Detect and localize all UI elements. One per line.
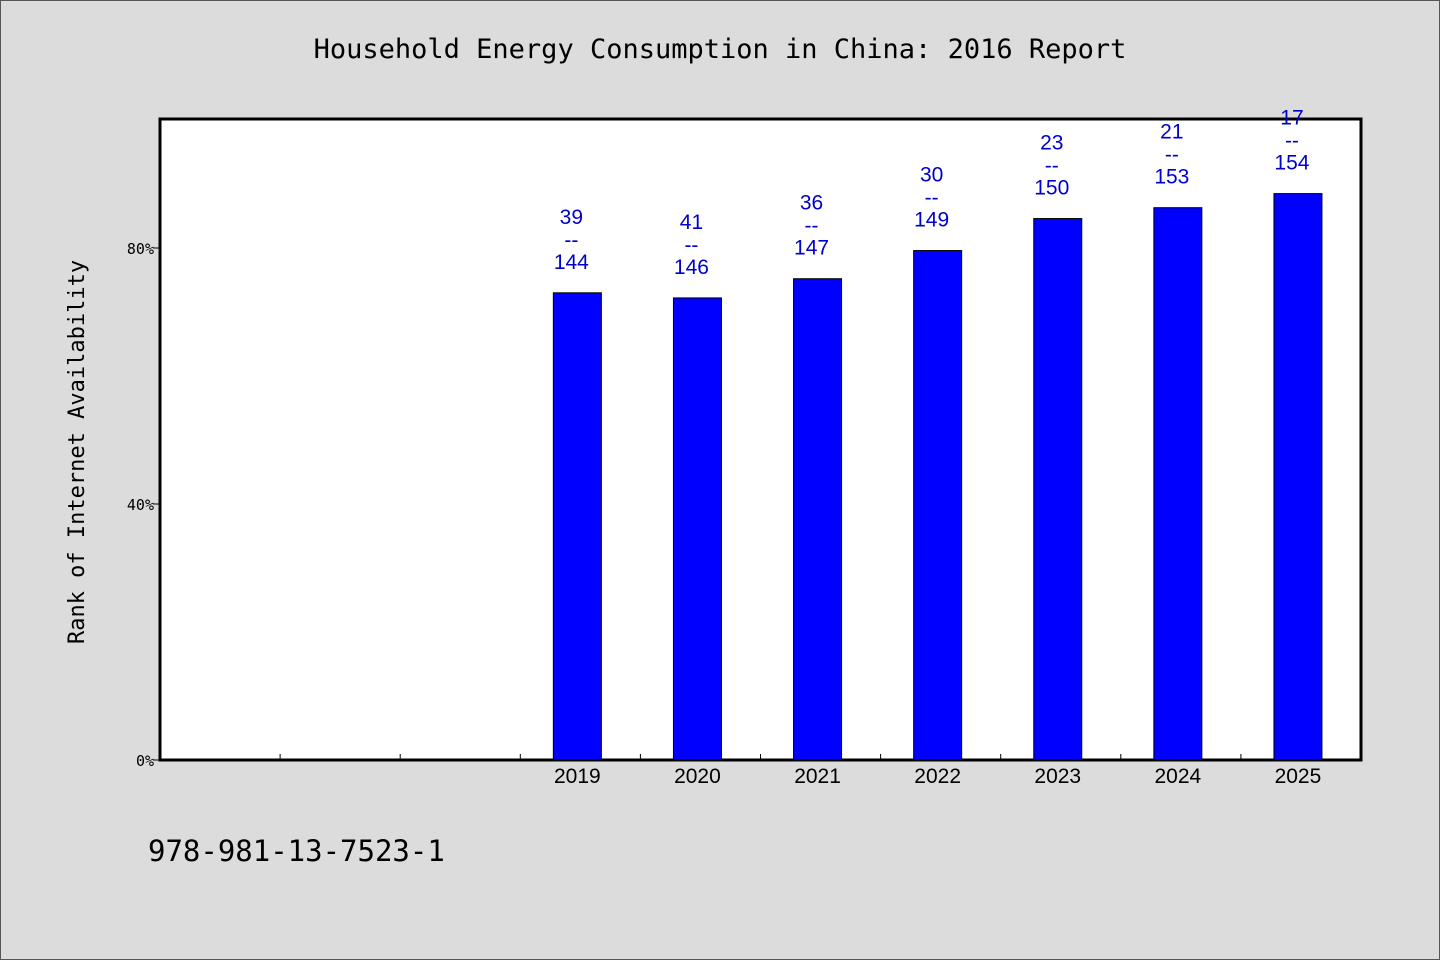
x-tick-label: 2024 (1154, 765, 1201, 788)
bar-label-top: 21 (1160, 121, 1183, 144)
y-tick-label: 80% (127, 240, 154, 258)
x-tick-label: 2020 (674, 765, 721, 788)
y-axis-title: Rank of Internet Availability (65, 260, 90, 644)
bar-2021 (793, 278, 843, 761)
bar-label-bottom: 144 (554, 251, 589, 274)
bar-label-sep: -- (1285, 130, 1299, 153)
bars (552, 193, 1323, 761)
footer-code: 978-981-13-7523-1 (148, 834, 445, 868)
bar-labels: 39--14441--14636--14730--14923--15021--1… (554, 107, 1310, 279)
bar-label-top: 30 (920, 164, 943, 187)
bar-2019 (552, 292, 602, 761)
bar-label-sep: -- (925, 187, 939, 210)
x-axis: 2019 2020 2021 2022 2023 2024 2025 (279, 754, 1322, 788)
y-tick-label: 40% (127, 496, 154, 514)
bar-label-bottom: 150 (1034, 177, 1069, 200)
bar-label-bottom: 149 (914, 209, 949, 232)
bar-2025 (1273, 193, 1323, 761)
y-tick-label: 0% (136, 752, 154, 770)
bar-label-bottom: 147 (794, 237, 829, 260)
bar-2020 (672, 297, 722, 761)
bar-label-top: 17 (1280, 107, 1303, 130)
bar-label-sep: -- (684, 234, 698, 257)
bar-label-bottom: 153 (1154, 166, 1189, 189)
bar-label-top: 23 (1040, 132, 1063, 155)
bar-label-sep: -- (1045, 155, 1059, 178)
bar-label-bottom: 154 (1274, 152, 1309, 175)
chart-title: Household Energy Consumption in China: 2… (313, 34, 1127, 65)
bar-label-top: 36 (800, 192, 823, 215)
bar-2024 (1153, 207, 1203, 761)
x-tick-label: 2022 (914, 765, 961, 788)
x-tick-label: 2023 (1034, 765, 1081, 788)
bar-2023 (1033, 218, 1083, 761)
bar-label-sep: -- (564, 229, 578, 252)
bar-label-sep: -- (1165, 144, 1179, 167)
x-tick-label: 2025 (1275, 765, 1322, 788)
bar-label-top: 39 (560, 206, 583, 229)
y-axis: 0% 40% 80% (127, 240, 160, 770)
bar-2022 (913, 250, 963, 761)
x-tick-label: 2021 (794, 765, 841, 788)
bar-label-sep: -- (805, 215, 819, 238)
bar-label-top: 41 (680, 211, 703, 234)
x-tick-label: 2019 (554, 765, 601, 788)
bar-label-bottom: 146 (674, 256, 709, 279)
